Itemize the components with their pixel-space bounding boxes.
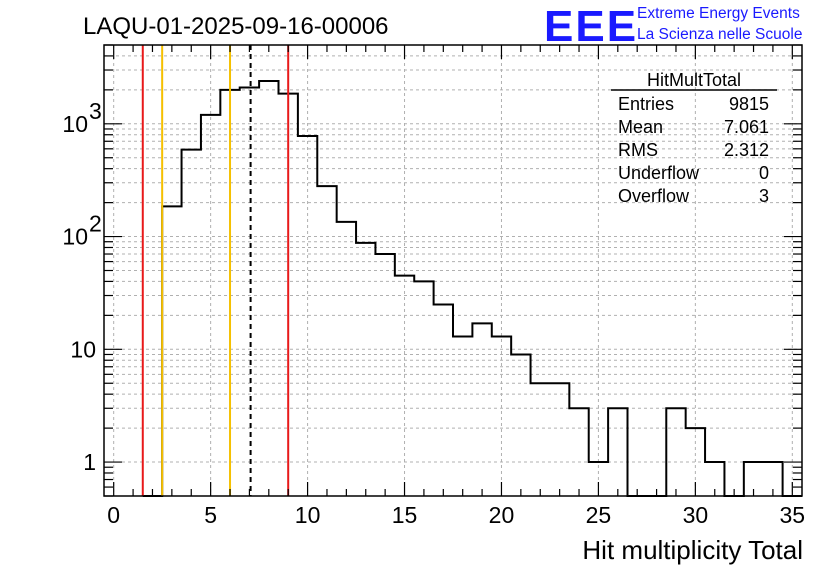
x-axis-title: Hit multiplicity Total	[582, 535, 803, 565]
y-tick-label: 10	[62, 224, 88, 250]
logo-line-1: Extreme Energy Events	[637, 5, 800, 22]
x-tick-label: 0	[107, 502, 120, 528]
stats-title: HitMultTotal	[647, 70, 741, 90]
y-tick-exponent: 3	[89, 98, 102, 124]
stats-box: HitMultTotal Entries 9815 Mean 7.061 RMS 2.31…	[611, 70, 777, 206]
stats-value: 3	[759, 186, 769, 206]
x-tick-label: 35	[780, 502, 806, 528]
stats-value: 7.061	[724, 117, 769, 137]
logo-line-2: La Scienza nelle Scuole	[637, 26, 802, 43]
chart-title: LAQU-01-2025-09-16-00006	[83, 13, 389, 40]
histogram-series	[142, 79, 802, 497]
x-tick-label: 25	[586, 502, 612, 528]
stats-label: RMS	[618, 140, 658, 160]
stats-value: 9815	[729, 94, 769, 114]
stats-label: Overflow	[618, 186, 690, 206]
stats-label: Underflow	[618, 163, 700, 183]
stats-value: 0	[759, 163, 769, 183]
stats-label: Entries	[618, 94, 674, 114]
eee-logo: EEE Extreme Energy Events La Scienza nel…	[544, 2, 802, 51]
stats-label: Mean	[618, 117, 663, 137]
x-tick-label: 30	[683, 502, 709, 528]
x-tick-label: 10	[295, 502, 321, 528]
logo-eee-text: EEE	[544, 2, 638, 51]
stats-value: 2.312	[724, 140, 769, 160]
y-tick-exponent: 2	[89, 211, 102, 237]
x-tick-label: 5	[204, 502, 217, 528]
x-tick-label: 20	[489, 502, 515, 528]
y-tick-label: 1	[83, 449, 96, 475]
y-tick-label: 10	[62, 111, 88, 137]
x-tick-label: 15	[392, 502, 418, 528]
y-tick-label: 10	[70, 336, 96, 362]
